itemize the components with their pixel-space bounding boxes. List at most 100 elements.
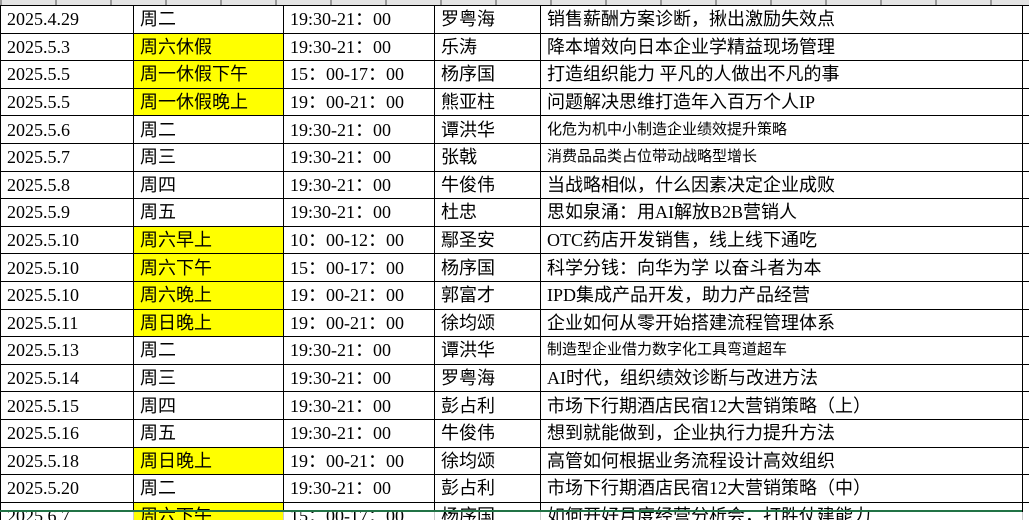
cell-date[interactable]: 2025.5.9	[0, 198, 134, 227]
cell-speaker[interactable]: 乐涛	[434, 32, 541, 62]
cell-date[interactable]: 2025.5.3	[0, 32, 134, 62]
cell-topic[interactable]: 想到就能做到，企业执行力提升方法	[540, 418, 1023, 448]
cell-time[interactable]: 19:30-21：00	[283, 198, 435, 227]
cell-time[interactable]: 19:30-21：00	[283, 115, 435, 144]
cell-day[interactable]: 周二	[133, 5, 284, 34]
cell-topic[interactable]: 当战略相似，什么因素决定企业成败	[540, 170, 1023, 200]
cell-speaker[interactable]: 熊亚柱	[434, 87, 541, 117]
cell-date[interactable]: 2025.5.10	[0, 225, 134, 255]
cell-time[interactable]: 19:30-21：00	[283, 142, 435, 172]
cell-time[interactable]: 19:30-21：00	[283, 32, 435, 62]
cell-date[interactable]: 2025.5.15	[0, 391, 134, 420]
cell-topic[interactable]: 科学分钱：向华为学 以奋斗者为本	[540, 253, 1023, 282]
cell-topic[interactable]: OTC药店开发销售，线上线下通吃	[540, 225, 1023, 255]
cell-time[interactable]: 19：00-21：00	[283, 446, 435, 476]
cell-date[interactable]: 2025.5.7	[0, 142, 134, 172]
cell-speaker[interactable]: 鄢圣安	[434, 225, 541, 255]
cell-day[interactable]: 周日晚上	[133, 308, 284, 338]
cell-date[interactable]: 2025.4.29	[0, 5, 134, 34]
cell-topic[interactable]: 高管如何根据业务流程设计高效组织	[540, 446, 1023, 476]
cell-speaker[interactable]: 郭富才	[434, 280, 541, 310]
cell-day[interactable]: 周六早上	[133, 225, 284, 255]
cell-speaker[interactable]: 杨序国	[434, 253, 541, 282]
cell-date[interactable]: 2025.5.10	[0, 253, 134, 282]
cell-time[interactable]: 19:30-21：00	[283, 363, 435, 393]
cell-topic[interactable]: 制造型企业借力数字化工具弯道超车	[540, 336, 1023, 365]
cell-topic[interactable]: 思如泉涌：用AI解放B2B营销人	[540, 198, 1023, 227]
cell-empty[interactable]	[1022, 363, 1029, 393]
cell-day[interactable]: 周二	[133, 115, 284, 144]
cell-date[interactable]: 2025.5.14	[0, 363, 134, 393]
cell-topic[interactable]: IPD集成产品开发，助力产品经营	[540, 280, 1023, 310]
cell-time[interactable]: 19:30-21：00	[283, 5, 435, 34]
cell-speaker[interactable]: 牛俊伟	[434, 170, 541, 200]
cell-empty[interactable]	[1022, 225, 1029, 255]
cell-day[interactable]: 周六下午	[133, 253, 284, 282]
cell-time[interactable]: 19:30-21：00	[283, 474, 435, 503]
cell-day[interactable]: 周二	[133, 474, 284, 503]
cell-topic[interactable]: 市场下行期酒店民宿12大营销策略（中）	[540, 474, 1023, 503]
cell-time[interactable]: 15：00-17：00	[283, 253, 435, 282]
cell-topic[interactable]: 市场下行期酒店民宿12大营销策略（上）	[540, 391, 1023, 420]
cell-time[interactable]: 19:30-21：00	[283, 391, 435, 420]
cell-topic[interactable]: AI时代，组织绩效诊断与改进方法	[540, 363, 1023, 393]
cell-day[interactable]: 周六晚上	[133, 280, 284, 310]
cell-empty[interactable]	[1022, 501, 1029, 520]
cell-speaker[interactable]: 牛俊伟	[434, 418, 541, 448]
cell-speaker[interactable]: 谭洪华	[434, 115, 541, 144]
cell-empty[interactable]	[1022, 391, 1029, 420]
cell-topic[interactable]: 打造组织能力 平凡的人做出不凡的事	[540, 60, 1023, 89]
cell-speaker[interactable]: 罗粤海	[434, 363, 541, 393]
cell-empty[interactable]	[1022, 446, 1029, 476]
cell-speaker[interactable]: 杜忠	[434, 198, 541, 227]
cell-time[interactable]: 19:30-21：00	[283, 418, 435, 448]
cell-time[interactable]: 19：00-21：00	[283, 87, 435, 117]
cell-topic[interactable]: 降本增效向日本企业学精益现场管理	[540, 32, 1023, 62]
cell-empty[interactable]	[1022, 280, 1029, 310]
cell-date[interactable]: 2025.5.10	[0, 280, 134, 310]
cell-date[interactable]: 2025.5.18	[0, 446, 134, 476]
cell-topic[interactable]: 企业如何从零开始搭建流程管理体系	[540, 308, 1023, 338]
cell-day[interactable]: 周一休假晚上	[133, 87, 284, 117]
cell-empty[interactable]	[1022, 142, 1029, 172]
cell-time[interactable]: 19:30-21：00	[283, 170, 435, 200]
cell-day[interactable]: 周日晚上	[133, 446, 284, 476]
cell-empty[interactable]	[1022, 115, 1029, 144]
cell-day[interactable]: 周五	[133, 418, 284, 448]
cell-time[interactable]: 19：00-21：00	[283, 280, 435, 310]
cell-empty[interactable]	[1022, 253, 1029, 282]
cell-speaker[interactable]: 张戟	[434, 142, 541, 172]
cell-topic[interactable]: 销售薪酬方案诊断，揪出激励失效点	[540, 5, 1023, 34]
cell-speaker[interactable]: 徐均颂	[434, 446, 541, 476]
cell-empty[interactable]	[1022, 198, 1029, 227]
cell-date[interactable]: 2025.5.16	[0, 418, 134, 448]
cell-date[interactable]: 2025.5.13	[0, 336, 134, 365]
cell-date[interactable]: 2025.5.5	[0, 87, 134, 117]
cell-empty[interactable]	[1022, 418, 1029, 448]
cell-day[interactable]: 周六休假	[133, 32, 284, 62]
cell-date[interactable]: 2025.5.11	[0, 308, 134, 338]
cell-speaker[interactable]: 杨序国	[434, 60, 541, 89]
cell-time[interactable]: 19:30-21：00	[283, 336, 435, 365]
cell-day[interactable]: 周三	[133, 142, 284, 172]
cell-day[interactable]: 周二	[133, 336, 284, 365]
cell-topic[interactable]: 问题解决思维打造年入百万个人IP	[540, 87, 1023, 117]
cell-time[interactable]: 10：00-12：00	[283, 225, 435, 255]
cell-speaker[interactable]: 徐均颂	[434, 308, 541, 338]
cell-speaker[interactable]: 谭洪华	[434, 336, 541, 365]
cell-day[interactable]: 周四	[133, 170, 284, 200]
cell-day[interactable]: 周四	[133, 391, 284, 420]
cell-speaker[interactable]: 彭占利	[434, 391, 541, 420]
cell-speaker[interactable]: 罗粤海	[434, 5, 541, 34]
cell-empty[interactable]	[1022, 170, 1029, 200]
cell-speaker[interactable]: 彭占利	[434, 474, 541, 503]
cell-day[interactable]: 周三	[133, 363, 284, 393]
cell-date[interactable]: 2025.5.6	[0, 115, 134, 144]
cell-topic[interactable]: 消费品品类占位带动战略型增长	[540, 142, 1023, 172]
cell-empty[interactable]	[1022, 308, 1029, 338]
cell-time[interactable]: 19：00-21：00	[283, 308, 435, 338]
cell-date[interactable]: 2025.5.8	[0, 170, 134, 200]
cell-topic[interactable]: 化危为机中小制造企业绩效提升策略	[540, 115, 1023, 144]
cell-empty[interactable]	[1022, 5, 1029, 34]
cell-date[interactable]: 2025.5.5	[0, 60, 134, 89]
